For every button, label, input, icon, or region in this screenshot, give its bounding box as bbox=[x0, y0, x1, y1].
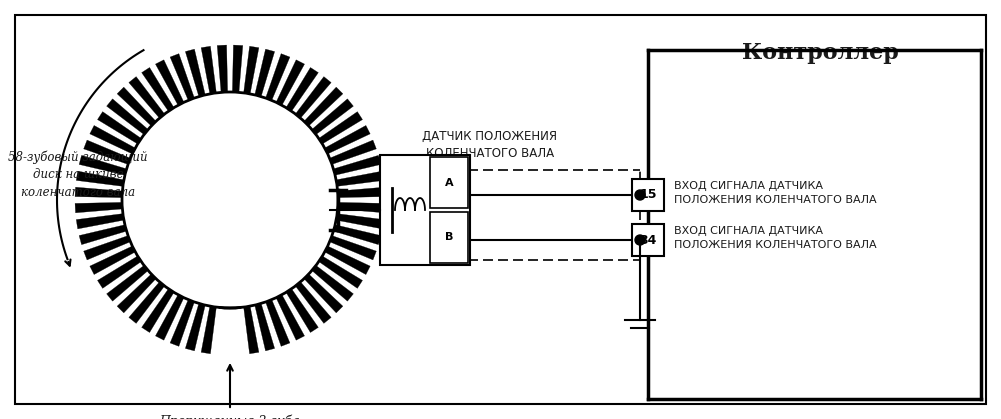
Polygon shape bbox=[255, 303, 274, 351]
Polygon shape bbox=[243, 306, 259, 354]
Text: ДАТЧИК ПОЛОЖЕНИЯ
КОЛЕНЧАТОГО ВАЛА: ДАТЧИК ПОЛОЖЕНИЯ КОЛЕНЧАТОГО ВАЛА bbox=[422, 130, 558, 160]
Bar bbox=[632, 179, 664, 211]
Polygon shape bbox=[324, 246, 370, 274]
Polygon shape bbox=[255, 49, 274, 96]
Polygon shape bbox=[97, 112, 141, 144]
Polygon shape bbox=[97, 256, 141, 288]
Polygon shape bbox=[318, 256, 362, 288]
Polygon shape bbox=[185, 303, 205, 351]
Polygon shape bbox=[76, 171, 124, 186]
Polygon shape bbox=[201, 46, 216, 94]
Polygon shape bbox=[276, 60, 304, 105]
Text: Пропущенные 2 зуба: Пропущенные 2 зуба bbox=[159, 415, 300, 419]
Polygon shape bbox=[304, 87, 343, 126]
Polygon shape bbox=[142, 67, 174, 111]
Text: B: B bbox=[444, 233, 453, 243]
Polygon shape bbox=[142, 289, 174, 333]
Polygon shape bbox=[170, 300, 194, 347]
Polygon shape bbox=[217, 45, 227, 92]
Polygon shape bbox=[329, 140, 376, 164]
Polygon shape bbox=[318, 112, 362, 144]
Circle shape bbox=[125, 95, 335, 305]
Polygon shape bbox=[129, 77, 164, 118]
Polygon shape bbox=[286, 289, 318, 333]
Polygon shape bbox=[312, 265, 353, 301]
Polygon shape bbox=[75, 187, 122, 198]
Polygon shape bbox=[155, 295, 184, 340]
Polygon shape bbox=[79, 225, 126, 245]
Polygon shape bbox=[333, 155, 380, 175]
Bar bbox=[430, 157, 468, 208]
Polygon shape bbox=[304, 274, 343, 313]
Polygon shape bbox=[107, 99, 148, 134]
Polygon shape bbox=[243, 46, 259, 94]
Polygon shape bbox=[337, 202, 385, 213]
Circle shape bbox=[635, 190, 645, 200]
Polygon shape bbox=[90, 125, 135, 154]
Polygon shape bbox=[232, 45, 243, 92]
Text: 15: 15 bbox=[640, 189, 657, 202]
Polygon shape bbox=[84, 140, 130, 164]
Polygon shape bbox=[312, 99, 353, 134]
Polygon shape bbox=[129, 282, 164, 323]
Text: 34: 34 bbox=[640, 233, 657, 246]
Text: Контроллер: Контроллер bbox=[742, 42, 898, 64]
Polygon shape bbox=[117, 87, 156, 126]
Polygon shape bbox=[324, 125, 370, 154]
Polygon shape bbox=[155, 60, 184, 105]
Polygon shape bbox=[265, 300, 290, 347]
Polygon shape bbox=[90, 246, 135, 274]
Polygon shape bbox=[117, 274, 156, 313]
Polygon shape bbox=[336, 214, 383, 229]
Polygon shape bbox=[84, 235, 130, 260]
Text: A: A bbox=[444, 178, 453, 187]
Polygon shape bbox=[75, 202, 122, 213]
Polygon shape bbox=[265, 54, 290, 101]
Polygon shape bbox=[107, 265, 148, 301]
Polygon shape bbox=[79, 155, 126, 175]
Polygon shape bbox=[336, 171, 383, 186]
Polygon shape bbox=[76, 214, 124, 229]
Text: 58-зубовый задающий
диск на шкиве
коленчатого вала: 58-зубовый задающий диск на шкиве коленч… bbox=[8, 150, 148, 199]
Polygon shape bbox=[170, 54, 194, 101]
Circle shape bbox=[635, 235, 645, 245]
Polygon shape bbox=[295, 77, 331, 118]
Polygon shape bbox=[333, 225, 380, 245]
Bar bbox=[430, 212, 468, 263]
Polygon shape bbox=[295, 282, 331, 323]
Text: ВХОД СИГНАЛА ДАТЧИКА
ПОЛОЖЕНИЯ КОЛЕНЧАТОГО ВАЛА: ВХОД СИГНАЛА ДАТЧИКА ПОЛОЖЕНИЯ КОЛЕНЧАТО… bbox=[674, 181, 877, 204]
Polygon shape bbox=[185, 49, 205, 96]
Polygon shape bbox=[337, 187, 385, 198]
Bar bbox=[380, 155, 470, 265]
Bar bbox=[632, 224, 664, 256]
Polygon shape bbox=[286, 67, 318, 111]
Text: ВХОД СИГНАЛА ДАТЧИКА
ПОЛОЖЕНИЯ КОЛЕНЧАТОГО ВАЛА: ВХОД СИГНАЛА ДАТЧИКА ПОЛОЖЕНИЯ КОЛЕНЧАТО… bbox=[674, 226, 877, 250]
Polygon shape bbox=[329, 235, 376, 260]
Polygon shape bbox=[276, 295, 304, 340]
Polygon shape bbox=[201, 306, 216, 354]
